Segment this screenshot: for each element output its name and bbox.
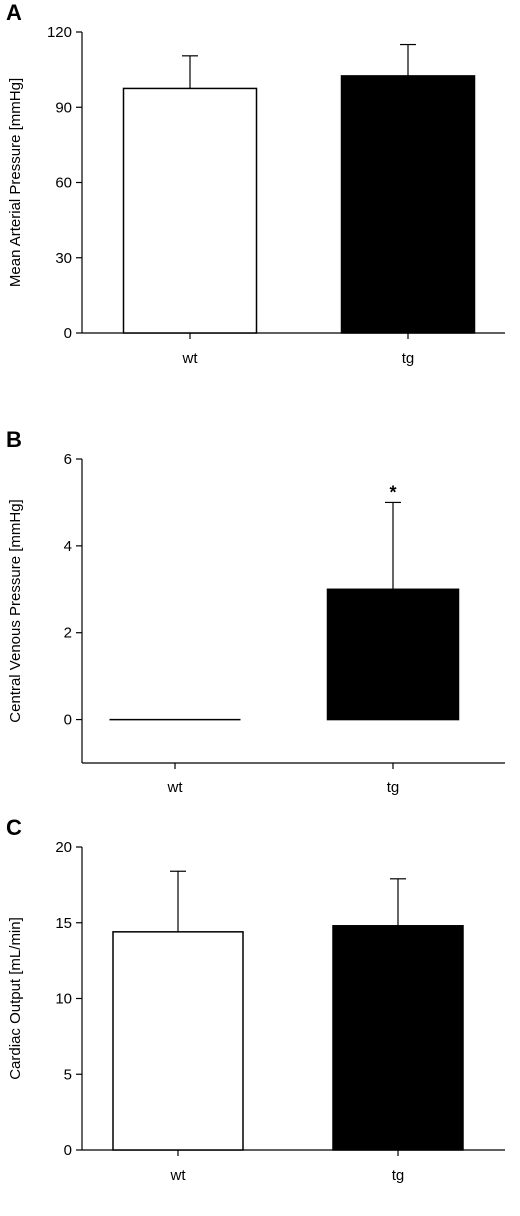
bar-wt (122, 87, 258, 334)
y-tick-label: 15 (55, 915, 72, 932)
chart-panel-c: C 0 5 10 15 20 Cardiac Output [mL/min] wt tg (6, 815, 505, 1184)
category-label: tg (387, 779, 400, 796)
panel-letter: C (6, 815, 22, 840)
bar-wt (112, 931, 244, 1151)
category-label: tg (402, 350, 415, 367)
bar-tg (332, 925, 464, 1151)
category-label: wt (182, 350, 199, 367)
y-tick-label: 6 (64, 451, 72, 468)
bar-tg (340, 75, 476, 334)
y-tick-label: 10 (55, 991, 72, 1008)
category-label: wt (167, 779, 184, 796)
chart-panel-a: A 0 30 60 90 120 Mean Arterial Pressure [mmHg]… (6, 0, 505, 367)
panel-letter: A (6, 0, 22, 25)
significance-marker: * (389, 482, 396, 502)
y-tick-label: 30 (55, 250, 72, 267)
chart-panel-b: B 0 2 4 6 Central Venous Pressure [mmHg] wt tg * (6, 427, 505, 796)
y-axis-label: Central Venous Pressure [mmHg] (7, 499, 24, 722)
y-tick-label: 0 (64, 712, 72, 729)
y-tick-label: 90 (55, 99, 72, 116)
bar-tg (326, 588, 460, 721)
y-tick-label: 0 (64, 1142, 72, 1159)
y-axis-label: Cardiac Output [mL/min] (7, 917, 24, 1080)
y-tick-label: 0 (64, 325, 72, 342)
y-tick-label: 2 (64, 625, 72, 642)
y-tick-label: 60 (55, 175, 72, 192)
y-tick-label: 20 (55, 839, 72, 856)
y-axis-label: Mean Arterial Pressure [mmHg] (7, 78, 24, 287)
y-tick-label: 5 (64, 1066, 72, 1083)
y-tick-label: 4 (64, 538, 72, 555)
y-tick-label: 120 (47, 24, 72, 41)
category-label: wt (170, 1167, 187, 1184)
category-label: tg (392, 1167, 405, 1184)
panel-letter: B (6, 427, 22, 452)
